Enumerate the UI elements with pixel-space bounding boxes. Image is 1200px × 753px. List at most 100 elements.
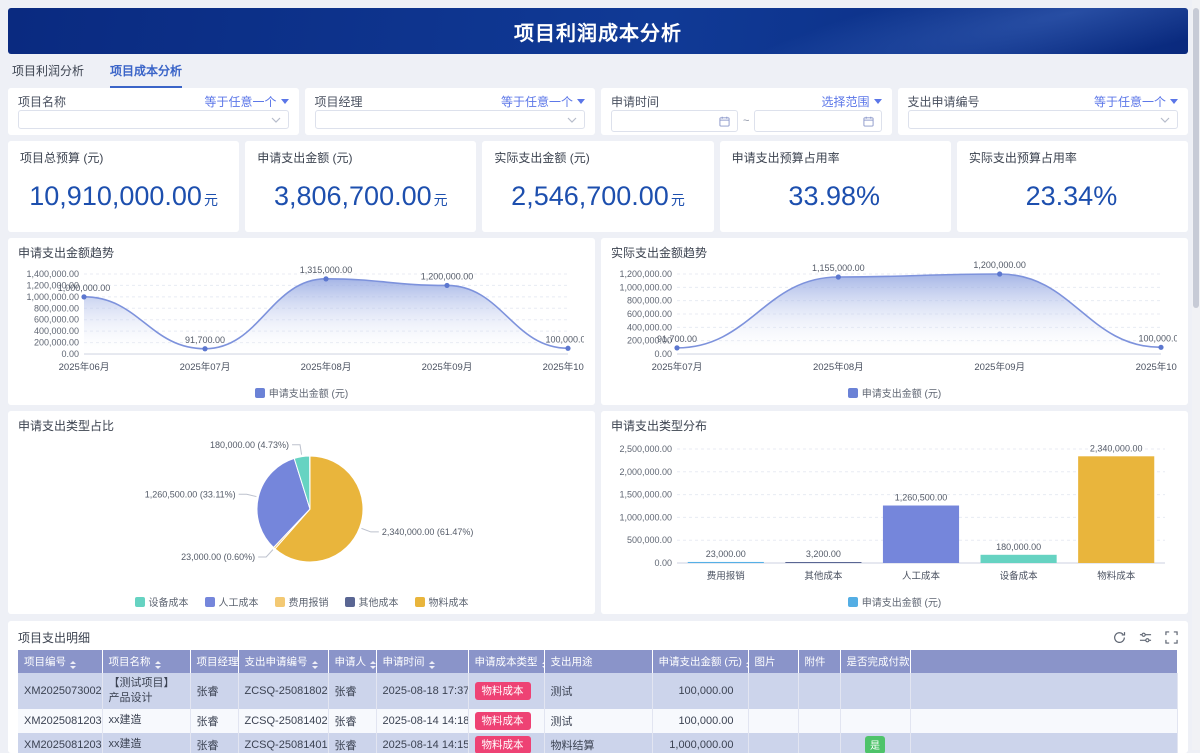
actual-expense-trend-panel: 实际支出金额趋势 0.00200,000.00400,000.00600,000… [601, 238, 1188, 405]
legend-swatch [345, 597, 355, 607]
column-header[interactable]: 是否完成付款 [840, 650, 910, 673]
scrollbar-thumb[interactable] [1193, 8, 1199, 308]
column-header[interactable]: 项目经理 [190, 650, 238, 673]
sort-icon[interactable] [429, 661, 435, 669]
svg-text:2025年09月: 2025年09月 [974, 361, 1025, 373]
fullscreen-icon[interactable] [1165, 631, 1178, 644]
column-header[interactable]: 支出申请编号 [238, 650, 328, 673]
trend-chart-row: 申请支出金额趋势 0.00200,000.00400,000.00600,000… [8, 238, 1188, 405]
table-cell: 【测试项目】产品设计 [102, 673, 190, 709]
start-date-input[interactable] [611, 110, 738, 132]
column-settings-icon[interactable] [1139, 631, 1152, 644]
filter-condition-dropdown[interactable]: 等于任意一个 [501, 93, 585, 110]
legend-swatch [275, 597, 285, 607]
chevron-down-icon [1160, 117, 1170, 123]
filter-condition-dropdown[interactable]: 等于任意一个 [1094, 93, 1178, 110]
svg-text:600,000.00: 600,000.00 [627, 309, 672, 319]
project-name-select[interactable] [18, 110, 289, 129]
sort-icon[interactable] [155, 661, 161, 669]
applied-expense-trend-panel: 申请支出金额趋势 0.00200,000.00400,000.00600,000… [8, 238, 595, 405]
sort-icon[interactable] [312, 661, 318, 669]
cost-type-badge: 物料成本 [475, 736, 531, 753]
kpi-label: 实际支出预算占用率 [969, 149, 1176, 166]
column-header[interactable]: 附件 [798, 650, 840, 673]
svg-text:800,000.00: 800,000.00 [34, 303, 79, 313]
svg-text:3,200.00: 3,200.00 [806, 549, 841, 559]
column-header[interactable]: 申请支出金额 (元) [652, 650, 748, 673]
svg-text:2,340,000.00: 2,340,000.00 [1090, 443, 1143, 453]
column-header[interactable]: 项目编号 [18, 650, 102, 673]
expense-type-bar-chart: 0.00500,000.001,000,000.001,500,000.002,… [611, 433, 1177, 587]
filter-condition-text: 等于任意一个 [501, 93, 573, 110]
svg-text:1,400,000.00: 1,400,000.00 [26, 269, 79, 279]
kpi-value: 2,546,700.00元 [482, 181, 713, 212]
legend-item[interactable]: 申请支出金额 (元) [848, 594, 941, 609]
page-title: 项目利润成本分析 [514, 17, 682, 46]
table-cell: 物料成本 [468, 673, 544, 709]
legend-item[interactable]: 费用报销 [275, 594, 329, 609]
paid-badge: 是 [865, 736, 885, 753]
table-cell [798, 709, 840, 733]
filter-condition-dropdown[interactable]: 选择范围 [821, 93, 881, 110]
filter-project-name: 项目名称 等于任意一个 [8, 88, 299, 135]
type-chart-row: 申请支出类型占比 2,340,000.00 (61.47%)23,000.00 … [8, 411, 1188, 614]
table-row[interactable]: XM20250812033xx建造张睿ZCSQ-250814020张睿2025-… [18, 709, 1178, 733]
svg-text:100,000.00: 100,000.00 [545, 334, 584, 344]
tab-profit-analysis[interactable]: 项目利润分析 [12, 54, 84, 88]
svg-text:0.00: 0.00 [654, 349, 672, 359]
table-cell [748, 709, 798, 733]
legend-item[interactable]: 其他成本 [345, 594, 399, 609]
legend-item[interactable]: 人工成本 [205, 594, 259, 609]
legend-item[interactable]: 设备成本 [135, 594, 189, 609]
legend-item[interactable]: 申请支出金额 (元) [255, 385, 348, 400]
table-cell [840, 709, 910, 733]
legend-swatch [415, 597, 425, 607]
svg-text:2025年06月: 2025年06月 [59, 361, 110, 373]
expense-type-pie-chart: 2,340,000.00 (61.47%)23,000.00 (0.60%)1,… [18, 433, 584, 587]
column-header[interactable]: 支出用途 [544, 650, 652, 673]
svg-text:1,200,000.00: 1,200,000.00 [619, 269, 672, 279]
kpi-value: 23.34% [957, 181, 1188, 212]
column-header[interactable]: 项目名称 [102, 650, 190, 673]
kpi-value: 33.98% [720, 181, 951, 212]
page-scrollbar[interactable] [1192, 0, 1200, 750]
svg-text:800,000.00: 800,000.00 [627, 296, 672, 306]
table-row[interactable]: XM20250730029【测试项目】产品设计张睿ZCSQ-250818021张… [18, 673, 1178, 709]
chart-title: 申请支出类型占比 [18, 417, 585, 433]
applied-expense-trend-chart: 0.00200,000.00400,000.00600,000.00800,00… [18, 260, 584, 378]
kpi-label: 实际支出金额 (元) [494, 149, 701, 166]
svg-text:2,340,000.00 (61.47%): 2,340,000.00 (61.47%) [382, 527, 474, 537]
table-cell [798, 673, 840, 709]
refresh-icon[interactable] [1113, 631, 1126, 644]
svg-text:物料成本: 物料成本 [1097, 570, 1136, 582]
table-cell: XM20250812033 [18, 709, 102, 733]
caret-down-icon [577, 99, 585, 104]
svg-text:2025年10月: 2025年10月 [1136, 361, 1177, 373]
filter-condition-dropdown[interactable]: 等于任意一个 [204, 93, 288, 110]
svg-text:1,155,000.00: 1,155,000.00 [812, 263, 865, 273]
calendar-icon [719, 116, 730, 127]
legend-item[interactable]: 物料成本 [415, 594, 469, 609]
svg-text:1,000,000.00: 1,000,000.00 [619, 512, 672, 522]
column-header[interactable]: 申请成本类型 [468, 650, 544, 673]
chart-legend: 设备成本 人工成本 费用报销 其他成本 物料成本 [18, 594, 585, 608]
dashboard-page: 项目利润成本分析 项目利润分析 项目成本分析 项目名称 等于任意一个 项目经理 … [8, 8, 1188, 753]
tab-cost-analysis[interactable]: 项目成本分析 [110, 54, 182, 88]
column-header[interactable]: 图片 [748, 650, 798, 673]
kpi-label: 项目总预算 (元) [20, 149, 227, 166]
project-manager-select[interactable] [315, 110, 586, 129]
kpi-actual-expense: 实际支出金额 (元) 2,546,700.00元 [482, 141, 713, 232]
sort-icon[interactable] [370, 661, 376, 669]
table-cell: xx建造 [102, 709, 190, 733]
filter-label: 项目名称 [18, 93, 66, 110]
sort-icon[interactable] [70, 661, 76, 669]
svg-text:2,000,000.00: 2,000,000.00 [619, 467, 672, 477]
table-cell: 2025-08-18 17:37 [376, 673, 468, 709]
filter-label: 支出申请编号 [908, 93, 980, 110]
legend-item[interactable]: 申请支出金额 (元) [848, 385, 941, 400]
column-header[interactable]: 申请人 [328, 650, 376, 673]
kpi-actual-budget-ratio: 实际支出预算占用率 23.34% [957, 141, 1188, 232]
end-date-input[interactable] [754, 110, 881, 132]
column-header[interactable]: 申请时间 [376, 650, 468, 673]
request-no-select[interactable] [908, 110, 1179, 129]
